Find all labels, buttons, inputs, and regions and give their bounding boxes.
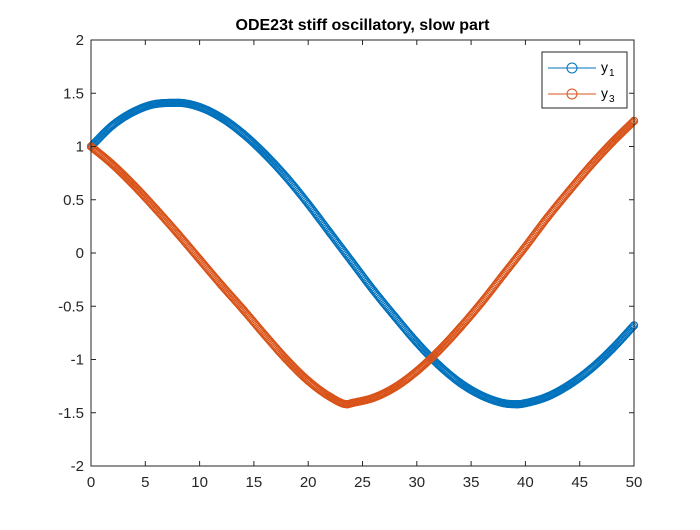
y-tick-label: 0.5 xyxy=(63,192,84,209)
y-tick-label: 1.5 xyxy=(63,85,84,102)
y-tick-label: 1 xyxy=(76,139,84,156)
x-axis: 0 5 10 15 20 25 30 35 40 45 50 xyxy=(87,40,643,491)
series-y1 xyxy=(86,98,639,409)
chart-title: ODE23t stiff oscillatory, slow part xyxy=(236,17,491,34)
legend-marker-icon xyxy=(566,88,578,100)
y-tick-label: 2 xyxy=(76,32,84,49)
series-y3 xyxy=(86,116,639,409)
legend-label: y3 xyxy=(601,85,615,105)
y-tick-label: 0 xyxy=(76,245,84,262)
x-tick-label: 40 xyxy=(517,474,534,491)
x-tick-label: 25 xyxy=(354,474,371,491)
legend-entry-y1[interactable]: y1 xyxy=(548,59,615,79)
x-tick-label: 15 xyxy=(246,474,263,491)
y-tick-label: -1.5 xyxy=(58,405,84,422)
x-tick-label: 50 xyxy=(626,474,643,491)
legend-label: y1 xyxy=(601,59,615,79)
y-tick-label: -2 xyxy=(71,458,84,475)
solver-step-marker xyxy=(627,118,636,128)
solver-step-marker xyxy=(627,323,636,332)
legend-box xyxy=(541,51,628,109)
series-layer xyxy=(86,98,639,409)
solver-step-marker xyxy=(628,322,638,331)
y-axis: -2 -1.5 -1 -0.5 0 0.5 1 1.5 2 xyxy=(58,32,634,475)
legend-marker-icon xyxy=(566,62,578,74)
x-tick-label: 10 xyxy=(191,474,208,491)
x-tick-label: 20 xyxy=(300,474,317,491)
x-tick-label: 5 xyxy=(141,474,149,491)
x-tick-label: 30 xyxy=(408,474,425,491)
x-tick-label: 35 xyxy=(463,474,480,491)
x-tick-label: 45 xyxy=(571,474,588,491)
legend-entry-y3[interactable]: y3 xyxy=(548,85,615,105)
x-tick-label: 0 xyxy=(87,474,95,491)
y-tick-label: -0.5 xyxy=(58,298,84,315)
solver-step-marker xyxy=(628,117,638,127)
y-tick-label: -1 xyxy=(71,352,84,369)
